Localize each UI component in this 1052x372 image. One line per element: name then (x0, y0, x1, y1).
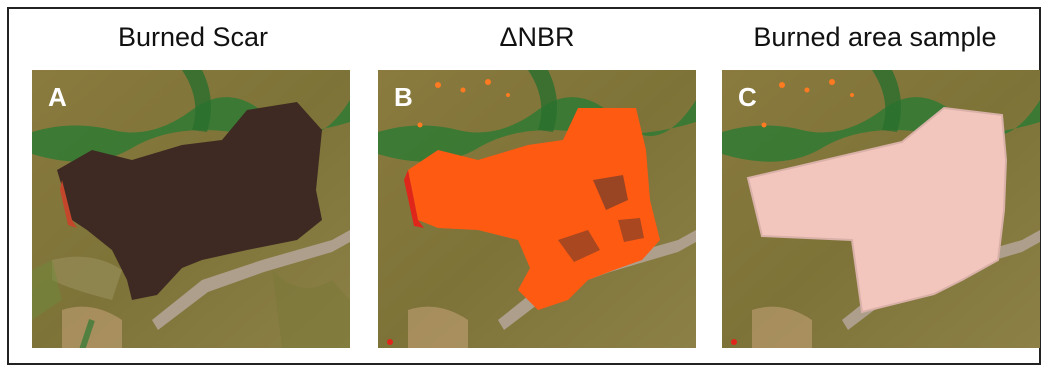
burned-area-sample-image (722, 70, 1040, 348)
panel-c-letter: C (738, 82, 757, 113)
panel-a-title: Burned Scar (48, 22, 338, 53)
panel-a-image: A (32, 70, 350, 348)
panel-b-title: ΔNBR (392, 22, 682, 53)
panel-a-letter: A (48, 82, 67, 113)
dnbr-image (378, 70, 696, 348)
panel-c-image: C (722, 70, 1040, 348)
burned-scar-image (32, 70, 350, 348)
panel-c-title: Burned area sample (725, 22, 1025, 53)
panel-b-image: B (378, 70, 696, 348)
panel-b-letter: B (394, 82, 413, 113)
